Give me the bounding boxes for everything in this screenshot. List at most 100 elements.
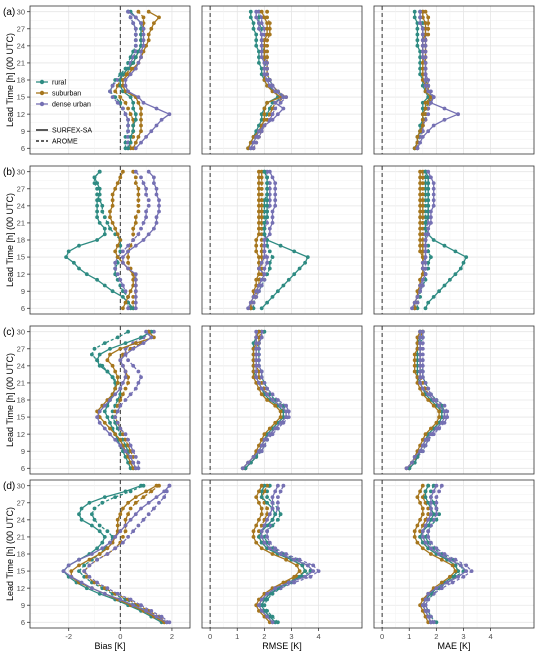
data-point-rural-solid-r0c2 — [412, 15, 417, 20]
data-point-urban-solid-r3c2 — [437, 552, 441, 556]
data-point-suburban-solid-r0c1 — [248, 140, 253, 145]
data-point-suburban-dashed-r1c0 — [133, 175, 138, 180]
data-point-rural-solid-r2c2 — [439, 415, 444, 419]
y-axis-label: Lead Time [h] (00 UTC) — [5, 193, 15, 287]
data-point-urban-solid-r1c2 — [423, 238, 428, 242]
data-point-suburban-dashed-r1c1 — [259, 221, 264, 225]
data-series — [61, 9, 474, 625]
data-point-urban-dashed-r2c0 — [115, 420, 120, 425]
data-point-suburban-solid-r0c2 — [420, 112, 425, 117]
data-point-suburban-solid-r1c0 — [113, 249, 118, 254]
data-point-suburban-solid-r3c2 — [453, 569, 458, 573]
data-point-urban-solid-r2c2 — [418, 381, 422, 385]
data-point-rural-solid-r2c2 — [415, 363, 420, 368]
data-point-suburban-solid-r0c2 — [415, 135, 420, 139]
data-point-urban-dashed-r1c0 — [144, 209, 149, 214]
data-point-urban-dashed-r3c1 — [265, 535, 269, 539]
data-point-urban-dashed-r3c1 — [276, 495, 280, 499]
data-point-urban-dashed-r1c0 — [139, 226, 143, 231]
data-point-urban-solid-r3c0 — [108, 540, 112, 545]
data-point-rural-dashed-r3c0 — [90, 580, 94, 585]
data-point-urban-solid-r3c0 — [90, 586, 94, 591]
data-point-urban-dashed-r0c2 — [423, 43, 428, 48]
data-point-suburban-solid-r1c0 — [110, 198, 115, 203]
data-point-urban-dashed-r1c0 — [144, 215, 149, 220]
data-point-rural-solid-r1c2 — [426, 181, 431, 186]
data-point-rural-solid-r0c2 — [418, 66, 422, 71]
data-point-suburban-solid-r3c2 — [439, 557, 444, 562]
data-point-urban-solid-r2c2 — [431, 398, 436, 402]
data-point-urban-dashed-r3c2 — [426, 529, 431, 534]
data-point-rural-solid-r1c0 — [102, 232, 107, 237]
data-point-suburban-dashed-r0c1 — [265, 38, 269, 43]
data-point-urban-solid-r1c2 — [431, 203, 436, 208]
data-point-suburban-solid-r3c2 — [450, 563, 455, 568]
data-point-suburban-dashed-r3c0 — [149, 489, 154, 494]
data-point-suburban-solid-r3c0 — [154, 483, 159, 488]
data-point-urban-dashed-r1c1 — [265, 260, 269, 265]
data-point-suburban-solid-r3c2 — [420, 506, 425, 511]
data-point-urban-solid-r1c1 — [257, 266, 261, 271]
data-point-suburban-solid-r0c2 — [423, 32, 428, 37]
data-point-rural-solid-r3c0 — [84, 586, 89, 591]
data-point-suburban-solid-r1c1 — [257, 186, 261, 191]
data-point-suburban-dashed-r2c1 — [257, 335, 261, 340]
data-point-urban-dashed-r3c0 — [162, 495, 167, 499]
data-point-suburban-solid-r1c0 — [110, 221, 115, 225]
data-point-rural-dashed-r1c0 — [102, 215, 107, 220]
data-point-urban-dashed-r3c0 — [95, 557, 99, 562]
data-point-rural-solid-r3c2 — [423, 489, 428, 494]
data-point-suburban-solid-r2c2 — [420, 392, 425, 397]
data-point-urban-solid-r1c1 — [254, 289, 259, 294]
data-point-suburban-solid-r1c0 — [118, 238, 123, 242]
data-point-rural-dashed-r2c0 — [121, 437, 125, 442]
data-point-suburban-solid-r2c2 — [415, 375, 420, 380]
data-point-rural-solid-r1c1 — [281, 283, 286, 288]
data-point-suburban-dashed-r0c2 — [423, 9, 428, 14]
data-point-urban-solid-r3c0 — [90, 552, 94, 556]
data-point-rural-solid-r1c1 — [259, 306, 264, 311]
data-point-rural-solid-r0c2 — [415, 26, 420, 31]
data-point-suburban-dashed-r2c0 — [126, 381, 130, 385]
data-point-suburban-solid-r0c2 — [420, 78, 425, 82]
data-point-suburban-solid-r3c1 — [254, 523, 259, 528]
data-point-rural-solid-r0c0 — [133, 117, 138, 122]
data-point-suburban-solid-r1c1 — [257, 203, 261, 208]
data-point-suburban-dashed-r0c0 — [115, 83, 120, 88]
data-point-urban-solid-r1c1 — [270, 175, 275, 180]
data-point-suburban-solid-r1c1 — [254, 243, 259, 248]
data-point-suburban-dashed-r1c2 — [420, 238, 425, 242]
data-point-rural-dashed-r1c1 — [265, 243, 269, 248]
data-point-suburban-dashed-r3c0 — [84, 574, 89, 579]
data-point-urban-dashed-r0c1 — [265, 72, 269, 77]
data-point-urban-dashed-r2c1 — [276, 398, 280, 402]
data-point-urban-dashed-r3c2 — [439, 483, 444, 488]
data-point-urban-solid-r2c1 — [284, 415, 288, 419]
data-point-urban-solid-r1c0 — [133, 300, 138, 305]
y-tick-label: 27 — [17, 184, 25, 193]
data-point-urban-dashed-r0c1 — [262, 32, 267, 37]
data-point-urban-dashed-r2c2 — [420, 329, 425, 334]
data-point-urban-solid-r3c1 — [259, 535, 264, 539]
data-point-urban-solid-r2c0 — [108, 432, 112, 437]
data-point-suburban-solid-r3c2 — [448, 574, 452, 579]
data-point-urban-dashed-r3c0 — [141, 517, 146, 522]
data-point-suburban-dashed-r1c0 — [136, 186, 141, 191]
data-point-urban-solid-r2c2 — [439, 420, 444, 425]
data-point-suburban-dashed-r3c2 — [418, 529, 422, 534]
data-point-suburban-solid-r2c1 — [273, 403, 278, 408]
data-point-urban-solid-r1c1 — [262, 272, 267, 277]
legend: rural suburban dense urban SURFEX-SA AROME — [36, 80, 92, 146]
data-point-suburban-solid-r3c2 — [423, 614, 428, 619]
data-point-suburban-dashed-r2c0 — [118, 398, 123, 402]
data-point-suburban-solid-r3c2 — [420, 597, 425, 602]
x-axis-label: RMSE [K] — [262, 641, 302, 651]
data-point-suburban-solid-r1c1 — [257, 169, 261, 174]
data-point-suburban-solid-r1c0 — [113, 186, 118, 191]
x-tick-label: 2 — [434, 632, 438, 641]
data-point-suburban-dashed-r1c0 — [131, 300, 136, 305]
data-point-suburban-solid-r2c2 — [418, 386, 422, 391]
data-point-rural-solid-r1c2 — [453, 272, 458, 277]
data-point-suburban-solid-r3c1 — [259, 546, 264, 551]
data-point-rural-solid-r0c2 — [415, 38, 420, 43]
